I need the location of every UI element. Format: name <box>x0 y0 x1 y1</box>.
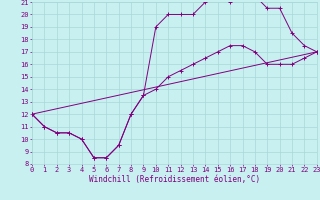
X-axis label: Windchill (Refroidissement éolien,°C): Windchill (Refroidissement éolien,°C) <box>89 175 260 184</box>
